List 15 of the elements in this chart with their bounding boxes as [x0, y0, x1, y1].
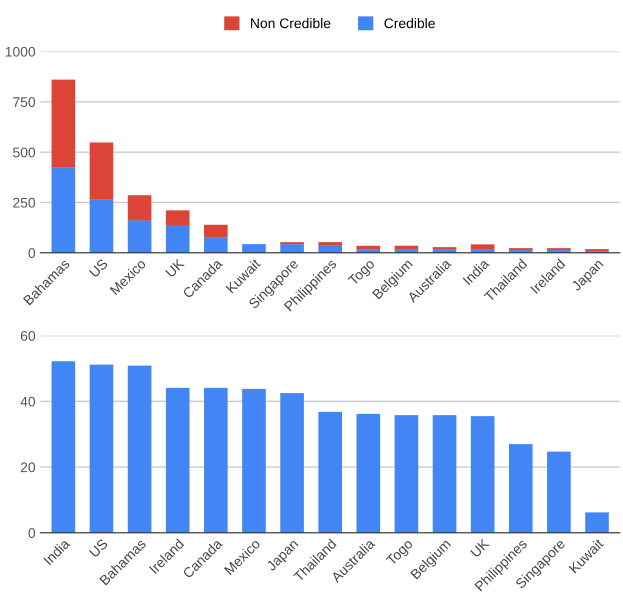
y-tick-label: 20 — [20, 462, 36, 472]
y-tick-label: 0 — [28, 528, 36, 538]
legend-label: Credible — [384, 18, 435, 28]
y-tick-label: 40 — [20, 396, 36, 407]
x-tick-label: Togo — [348, 258, 378, 288]
x-tick-label: US — [88, 258, 108, 278]
y-tick-label: 1000 — [6, 46, 36, 57]
y-tick-label: 500 — [13, 147, 36, 158]
y-tick-label: 60 — [20, 331, 36, 341]
y-tick-label: 0 — [28, 248, 36, 258]
x-tick-label: Togo — [386, 538, 416, 568]
legend-label: Non Credible — [251, 18, 330, 28]
y-tick-label: 750 — [13, 97, 36, 107]
y-tick-label: 250 — [13, 198, 36, 208]
x-tick-label: UK — [165, 258, 185, 278]
